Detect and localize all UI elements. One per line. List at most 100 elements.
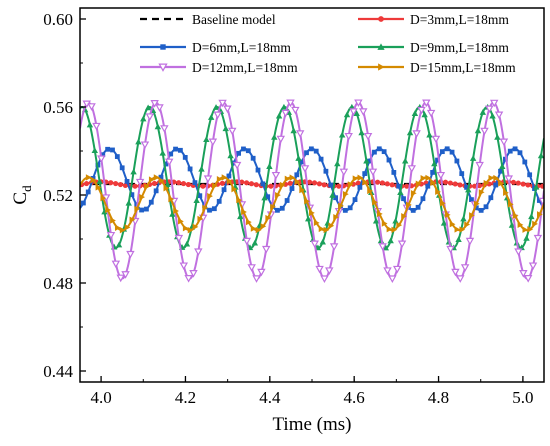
series-marker <box>328 222 335 229</box>
series-marker <box>250 155 256 161</box>
series-marker <box>96 178 103 185</box>
series-marker <box>489 112 496 119</box>
series-marker <box>295 130 305 138</box>
series-marker <box>449 221 456 228</box>
series-marker <box>321 182 327 188</box>
series-marker <box>294 178 301 185</box>
series-marker <box>294 172 300 178</box>
series-marker <box>203 136 210 143</box>
series-marker <box>465 237 475 246</box>
series-marker <box>208 138 218 147</box>
series-marker <box>271 171 281 180</box>
series-marker <box>507 148 513 154</box>
series-marker <box>456 275 465 283</box>
series-marker <box>377 43 385 50</box>
series-marker <box>100 152 106 158</box>
series-marker <box>86 121 94 128</box>
series-marker <box>271 133 278 140</box>
series-marker <box>245 218 252 226</box>
series-marker <box>140 115 147 122</box>
series-marker <box>402 157 409 164</box>
series-marker <box>116 274 125 283</box>
series-marker <box>454 226 461 233</box>
series-marker <box>164 181 171 187</box>
series-marker <box>218 99 227 108</box>
series-marker <box>308 146 314 152</box>
series-marker <box>411 110 419 117</box>
series-marker <box>523 275 533 283</box>
series-marker <box>129 216 136 223</box>
series-marker <box>537 211 543 218</box>
series-marker <box>452 181 458 187</box>
legend: Baseline model D=3mm,L=18mm D=6mm,L=18mm D=… <box>140 12 516 75</box>
series-marker <box>522 226 529 233</box>
series-marker <box>449 149 455 155</box>
series-marker <box>415 204 421 210</box>
series-marker <box>381 220 388 227</box>
series-marker <box>454 158 460 164</box>
series-marker <box>179 262 188 271</box>
series-marker <box>436 171 446 180</box>
series-marker <box>275 191 281 199</box>
series-marker <box>198 165 205 172</box>
series-marker <box>261 194 268 201</box>
series-marker <box>325 267 334 275</box>
series-marker <box>158 174 164 180</box>
series-marker <box>389 182 395 188</box>
series-marker <box>144 206 149 212</box>
series-marker <box>528 262 538 271</box>
series-marker <box>329 243 339 251</box>
series-marker <box>401 213 407 220</box>
series-marker <box>130 168 137 175</box>
series-marker <box>316 181 322 187</box>
y-axis-title: Cd <box>10 185 34 205</box>
series-marker <box>527 226 534 233</box>
series-marker <box>192 223 199 231</box>
series-marker <box>213 111 222 120</box>
series-marker <box>287 180 293 186</box>
series-marker <box>268 183 274 189</box>
series-marker <box>280 103 288 110</box>
series-marker <box>236 196 243 204</box>
series-marker <box>460 215 467 222</box>
series-marker <box>537 152 544 159</box>
series-marker <box>435 157 440 163</box>
x-tick-label: 4.0 <box>90 388 111 407</box>
series-marker <box>105 146 111 152</box>
legend-item: D=9mm,L=18mm <box>358 40 509 55</box>
series-marker <box>108 180 114 186</box>
series-marker <box>270 203 276 211</box>
legend-label: D=9mm,L=18mm <box>410 40 509 55</box>
series-marker <box>503 189 509 196</box>
series-marker <box>525 182 531 188</box>
series-marker <box>144 104 152 111</box>
series-marker <box>95 184 102 191</box>
series-marker <box>248 181 255 187</box>
series-marker <box>469 212 475 219</box>
series-marker <box>464 184 469 190</box>
series-marker <box>247 264 256 272</box>
series-marker <box>151 180 158 187</box>
series-marker <box>253 182 259 188</box>
series-4 <box>80 99 544 284</box>
series-marker <box>459 171 465 176</box>
series-marker <box>536 198 542 203</box>
series-marker <box>455 236 462 243</box>
series-marker <box>528 213 535 220</box>
series-marker <box>415 180 422 187</box>
series-marker <box>265 194 271 200</box>
x-tick-label: 4.8 <box>428 388 449 407</box>
series-marker <box>183 240 191 247</box>
series-marker <box>266 163 273 169</box>
series-marker <box>425 174 432 182</box>
series-marker <box>315 265 324 274</box>
series-marker <box>444 146 450 152</box>
series-marker <box>176 180 182 186</box>
series-marker <box>412 130 421 138</box>
series-marker <box>158 177 165 184</box>
series-layer <box>80 99 544 284</box>
series-marker <box>363 132 373 141</box>
series-marker <box>132 183 138 189</box>
series-marker <box>244 180 250 186</box>
series-marker <box>160 44 166 50</box>
